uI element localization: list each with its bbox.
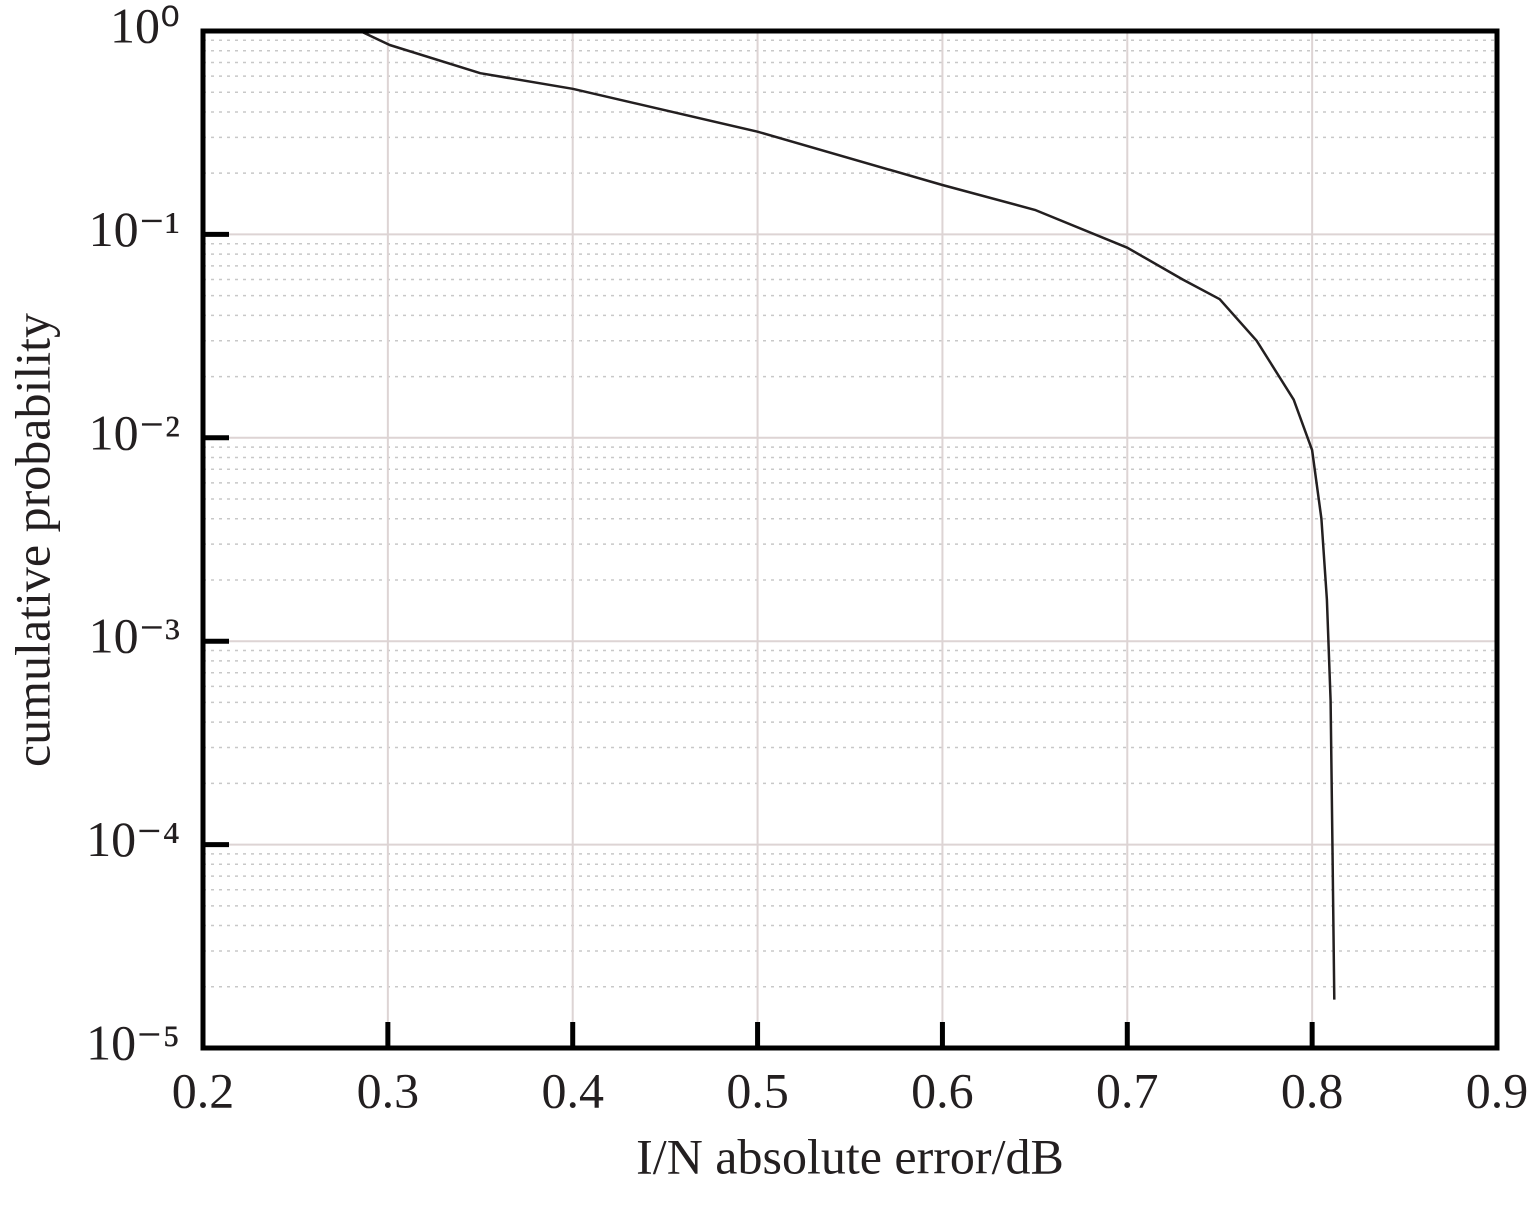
y-tick-label: 10⁻³ [89,608,180,664]
x-axis-label: I/N absolute error/dB [636,1128,1064,1184]
y-tick-label: 10⁻⁴ [86,811,180,867]
x-tick-label: 0.3 [357,1062,420,1118]
y-tick-label: 10⁻⁵ [86,1014,180,1070]
x-tick-label: 0.6 [911,1062,974,1118]
x-tick-label: 0.5 [726,1062,789,1118]
y-axis-label: cumulative probability [4,313,60,767]
x-tick-label: 0.2 [172,1062,235,1118]
x-tick-label: 0.9 [1466,1062,1529,1118]
x-tick-label: 0.8 [1281,1062,1344,1118]
data-line [359,29,1336,1000]
y-tick-label: 10⁰ [110,0,180,53]
x-tick-label: 0.7 [1096,1062,1159,1118]
x-tick-label: 0.4 [541,1062,604,1118]
y-tick-label: 10⁻¹ [89,201,180,257]
plot-frame [200,28,1500,1051]
y-tick-label: 10⁻² [89,404,180,460]
